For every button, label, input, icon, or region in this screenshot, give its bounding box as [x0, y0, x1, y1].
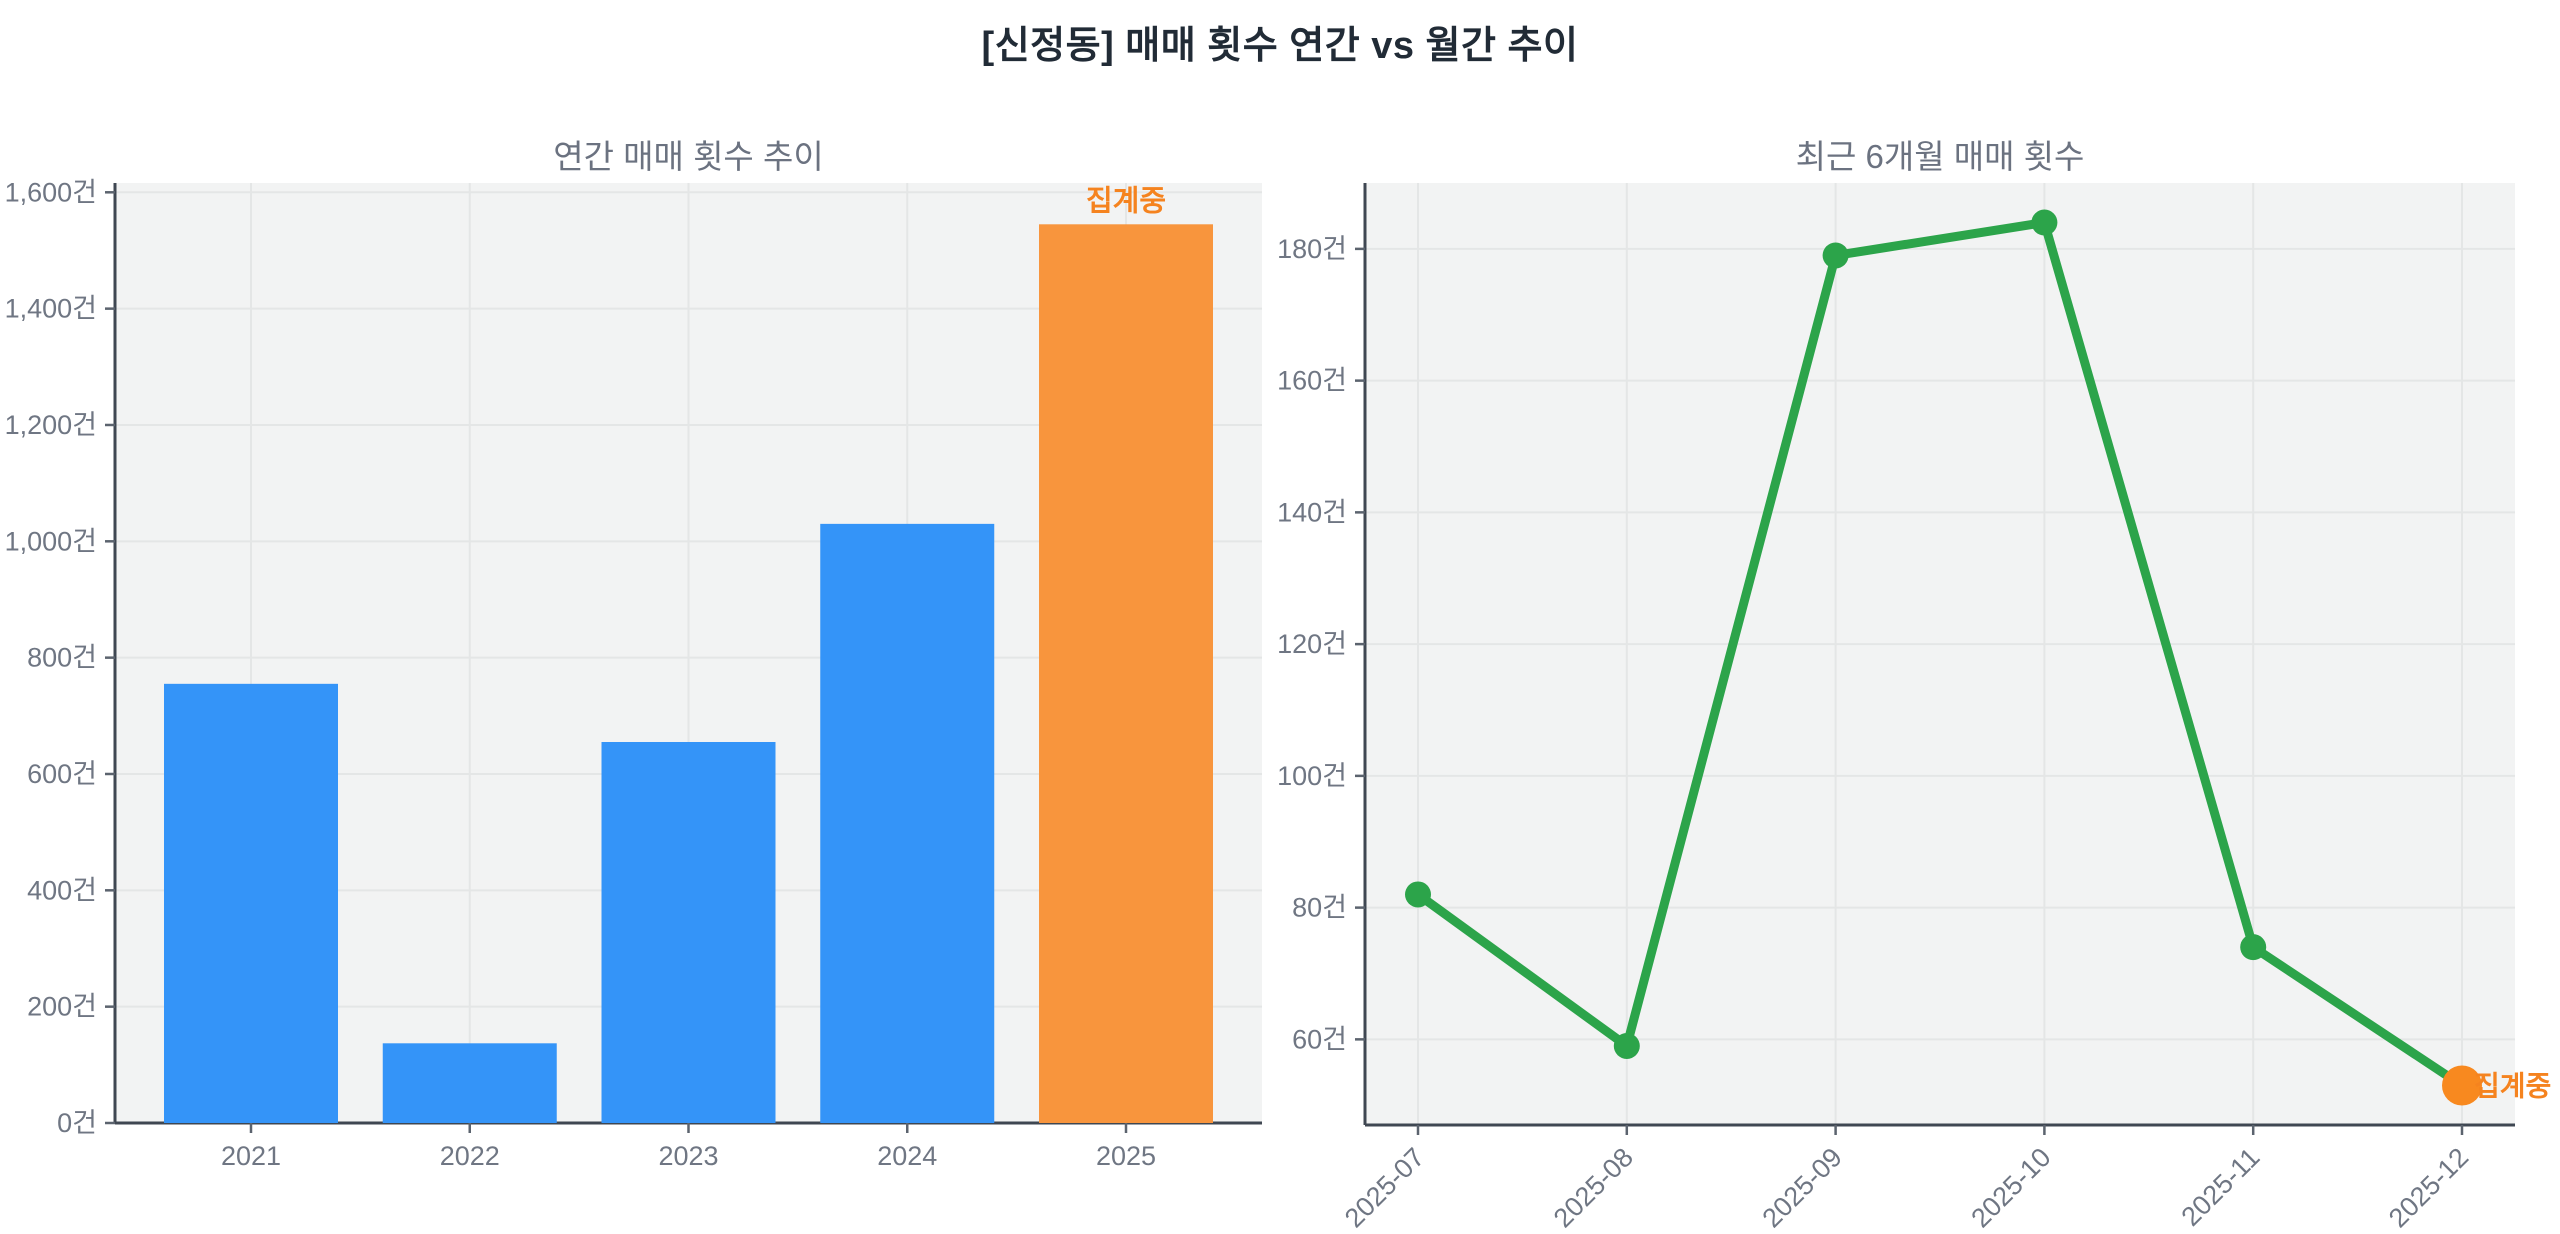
y-tick-label: 1,000건 [5, 526, 97, 556]
x-tick-label: 2025-11 [2176, 1142, 2266, 1232]
y-tick-label: 160건 [1277, 366, 1347, 396]
aggregating-label-point: 집계중 [2474, 1070, 2551, 1101]
data-point-2025-08 [1613, 1032, 1640, 1059]
x-tick-label: 2024 [877, 1141, 937, 1171]
data-point-2025-07 [1405, 881, 1431, 908]
y-tick-label: 1,200건 [5, 410, 97, 440]
y-tick-label: 100건 [1277, 761, 1347, 791]
y-tick-label: 180건 [1277, 234, 1347, 264]
x-tick-label: 2021 [221, 1141, 281, 1171]
data-point-2025-12 [2442, 1065, 2482, 1106]
x-tick-label: 2025-10 [1965, 1142, 2056, 1233]
page-title: [신정동] 매매 횟수 연간 vs 월간 추이 [981, 25, 1579, 67]
bar-2022 [382, 1043, 557, 1123]
bar-2024 [820, 523, 995, 1123]
x-tick-label: 2022 [440, 1141, 500, 1171]
bar-2021 [164, 683, 338, 1123]
bar-2023 [601, 741, 776, 1123]
y-tick-label: 1,400건 [5, 294, 97, 324]
y-tick-label: 400건 [27, 875, 97, 905]
y-tick-label: 0건 [57, 1108, 97, 1138]
x-tick-label: 2025-08 [1548, 1142, 1639, 1233]
annual-chart-title: 연간 매매 횟수 추이 [553, 138, 824, 175]
y-tick-label: 140건 [1277, 497, 1347, 527]
y-tick-label: 200건 [27, 992, 97, 1022]
data-point-2025-09 [1822, 242, 1849, 269]
monthly-chart-title: 최근 6개월 매매 횟수 [1795, 138, 2085, 175]
data-point-2025-10 [2031, 209, 2058, 236]
x-tick-label: 2023 [658, 1141, 718, 1171]
data-point-2025-11 [2240, 934, 2267, 961]
x-tick-label: 2025-12 [2383, 1142, 2474, 1233]
x-tick-label: 2025-09 [1757, 1142, 1848, 1233]
y-tick-label: 800건 [27, 643, 97, 673]
trend-line [1413, 218, 2467, 1090]
y-tick-label: 1,600건 [5, 177, 97, 207]
x-tick-label: 2025 [1096, 1141, 1156, 1171]
x-tick-label: 2025-07 [1339, 1142, 1430, 1233]
y-tick-label: 60건 [1292, 1024, 1347, 1054]
bar-2025 [1039, 224, 1213, 1123]
y-tick-label: 80건 [1292, 893, 1347, 923]
plot-background [1365, 183, 2515, 1125]
y-tick-label: 600건 [27, 759, 97, 789]
aggregating-label-bar: 집계중 [1086, 184, 1166, 217]
y-tick-label: 120건 [1277, 629, 1347, 659]
